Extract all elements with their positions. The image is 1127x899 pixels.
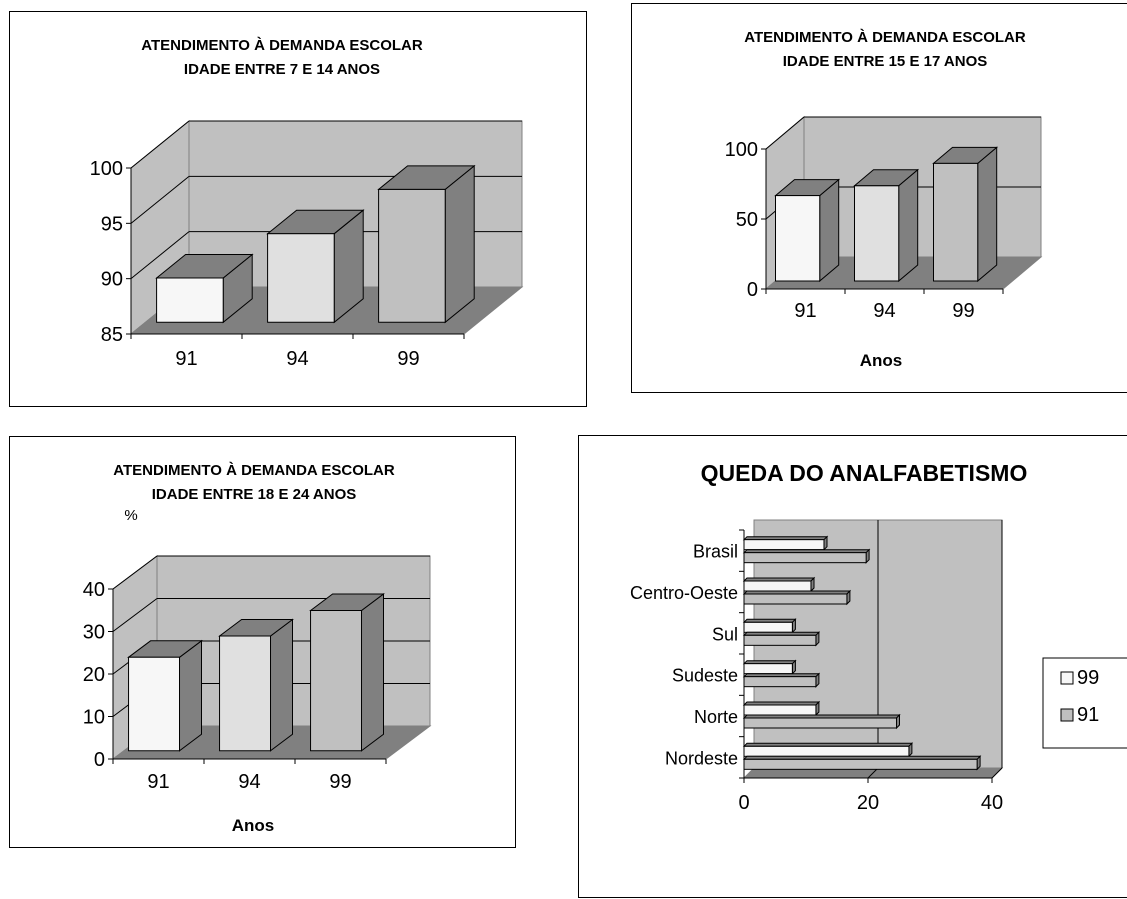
legend-swatch (1060, 708, 1074, 722)
chart-15-17: ATENDIMENTO À DEMANDA ESCOLAR IDADE ENTRE… (725, 29, 1043, 370)
x-tick-label: 99 (329, 771, 351, 793)
chart-panel-analfabetismo: QUEDA DO ANALFABETISMO 0 20 40 Nordeste Norte… (578, 435, 1127, 898)
chart-title-line: ATENDIMENTO À DEMANDA ESCOLAR (141, 37, 423, 54)
legend-swatch (1060, 671, 1074, 685)
bar (743, 580, 812, 592)
x-tick-label: 0 (738, 792, 749, 814)
x-tick-label: 99 (952, 300, 974, 322)
bar-side (977, 146, 998, 283)
y-tick-label: 100 (725, 139, 758, 161)
chart-title-line: IDADE ENTRE 7 E 14 ANOS (184, 61, 380, 78)
category-label: Norte (694, 707, 738, 727)
x-axis-label: Anos (232, 816, 275, 835)
y-tick-label: 85 (101, 324, 123, 346)
category-label: Nordeste (665, 748, 738, 768)
gridline-side (130, 231, 190, 280)
gridline-side (765, 116, 805, 150)
bar-side (270, 618, 293, 752)
y-tick-label: 50 (736, 209, 758, 231)
y-tick-label: 90 (101, 269, 123, 291)
x-tick-label: 91 (147, 771, 169, 793)
y-tick-label: 95 (101, 213, 123, 235)
x-tick-label: 40 (981, 792, 1003, 814)
y-tick-label: 40 (83, 579, 105, 601)
bar (310, 610, 363, 752)
y-tick-label: 30 (83, 622, 105, 644)
chart-18-24: ATENDIMENTO À DEMANDA ESCOLAR IDADE ENTRE… (83, 462, 432, 835)
gridline-side (112, 555, 158, 590)
y-tick-label: 0 (94, 749, 105, 771)
category-label: Centro-Oeste (630, 583, 738, 603)
gridline-side (130, 175, 190, 224)
legend-label: 91 (1077, 704, 1099, 726)
bar (854, 185, 900, 282)
legend-label: 99 (1077, 667, 1099, 689)
category-label: Brasil (693, 542, 738, 562)
legend-box (1042, 657, 1127, 749)
chart-title: QUEDA DO ANALFABETISMO (701, 460, 1028, 486)
bar (743, 758, 978, 770)
y-tick-label: 10 (83, 707, 105, 729)
x-tick-label: 94 (238, 771, 260, 793)
category-label: Sul (712, 624, 738, 644)
y-tick-label: 0 (747, 279, 758, 301)
x-tick-label: 91 (794, 300, 816, 322)
bar-side (361, 593, 384, 752)
bar (743, 704, 817, 716)
gridline-floor (991, 767, 1003, 779)
chart-7-14: ATENDIMENTO À DEMANDA ESCOLAR IDADE ENTRE… (90, 37, 524, 370)
bar (743, 745, 910, 757)
chart-panel-18-24: ATENDIMENTO À DEMANDA ESCOLAR IDADE ENTRE… (9, 436, 516, 848)
x-tick-label: 20 (857, 792, 879, 814)
bar-side (898, 168, 919, 283)
x-tick-label: 91 (175, 348, 197, 370)
bar (378, 188, 446, 323)
y-axis-label: % (124, 507, 137, 524)
bar (128, 656, 181, 752)
y-tick-label: 100 (90, 158, 123, 180)
x-tick-label: 94 (873, 300, 895, 322)
bar (743, 663, 793, 675)
gridline-side (130, 120, 190, 169)
chart-analfabetismo: QUEDA DO ANALFABETISMO 0 20 40 Nordeste Norte… (630, 460, 1127, 814)
bar (156, 277, 224, 323)
bar (743, 676, 817, 688)
bar-side (819, 178, 840, 283)
y-tick-label: 20 (83, 664, 105, 686)
chart-panel-15-17: ATENDIMENTO À DEMANDA ESCOLAR IDADE ENTRE… (631, 3, 1127, 393)
bar (743, 593, 848, 605)
chart-panel-7-14: ATENDIMENTO À DEMANDA ESCOLAR IDADE ENTRE… (9, 11, 587, 407)
gridline-side (112, 598, 158, 632)
chart-title-line: ATENDIMENTO À DEMANDA ESCOLAR (744, 29, 1026, 46)
bar (743, 621, 793, 633)
x-tick-label: 99 (397, 348, 419, 370)
chart-title-line: IDADE ENTRE 15 E 17 ANOS (783, 53, 988, 70)
bar (743, 634, 817, 646)
category-label: Sudeste (672, 666, 738, 686)
chart-title-line: IDADE ENTRE 18 E 24 ANOS (152, 486, 357, 503)
bar (743, 717, 898, 729)
bar (267, 233, 335, 323)
x-tick-label: 94 (286, 348, 308, 370)
bar (743, 539, 825, 551)
chart-title-line: ATENDIMENTO À DEMANDA ESCOLAR (113, 462, 395, 479)
bar-side (444, 164, 475, 324)
bar (743, 552, 867, 564)
bar (219, 635, 272, 752)
bar-side (179, 639, 202, 752)
bar (775, 195, 821, 282)
x-axis-label: Anos (860, 351, 903, 370)
bar (933, 162, 979, 282)
